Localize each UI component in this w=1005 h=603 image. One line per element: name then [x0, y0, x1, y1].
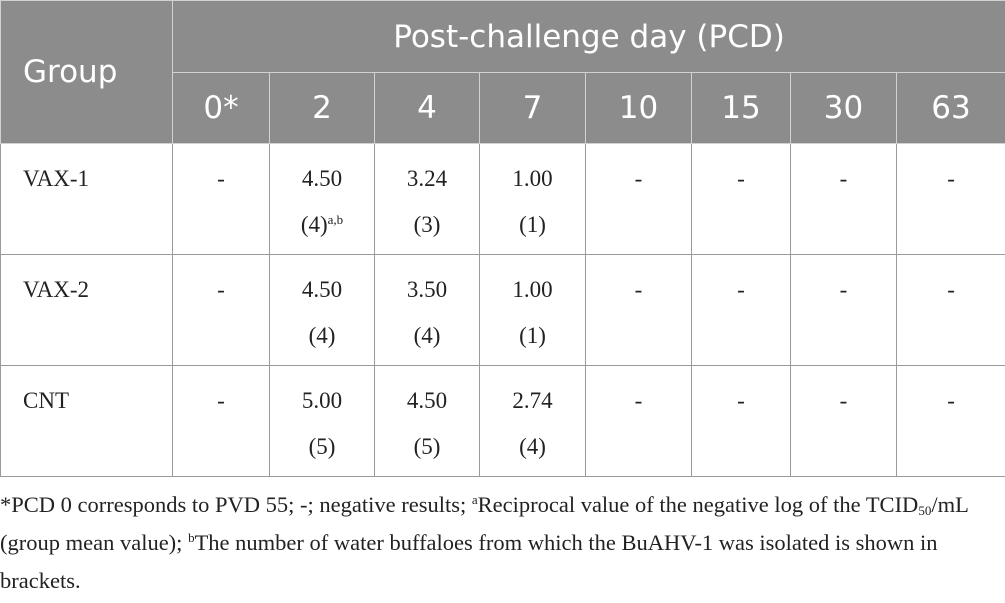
titer-value: 2.74 — [512, 388, 553, 413]
table-row: VAX-1 - 4.50 (4)a,b 3.24 (3) 1.00 (1) - - - - — [0, 143, 1005, 255]
value-cell: - — [691, 254, 791, 366]
titer-value: - — [737, 166, 745, 191]
titer-value: - — [839, 277, 848, 302]
value-cell: - — [895, 365, 1005, 477]
isolate-count: (1) — [480, 313, 585, 359]
titer-value: 4.50 — [406, 388, 448, 413]
value-cell: 2.74 (4) — [479, 365, 586, 477]
isolate-count-text: (1) — [519, 323, 546, 348]
titer-value: 1.00 — [512, 166, 553, 191]
table-body: VAX-1-4.50 (4)a,b 3.24 (3) 1.00 (1) - - - - VAX-2-… — [0, 143, 1005, 477]
value-cell: 4.50 (4)a,b — [269, 143, 375, 255]
footnote-marker-a: a — [471, 492, 478, 507]
value-cell: 3.24 (3) — [374, 143, 480, 255]
day-header: 15 — [691, 72, 791, 144]
post-challenge-day-header: Post-challenge day (PCD) — [171, 0, 1005, 73]
value-cell: - — [585, 254, 692, 366]
group-name-cell: VAX-2 — [0, 254, 173, 366]
titer-value: - — [634, 277, 643, 302]
isolate-count-text: (1) — [519, 212, 546, 237]
value-cell: 1.00 (1) — [479, 254, 586, 366]
footnote-marker: a,b — [327, 212, 344, 227]
value-cell: - — [691, 365, 791, 477]
footnote-marker-b: b — [188, 530, 195, 545]
table-row: CNT - 5.00 (5) 4.50 (5) 2.74 (4) - - - - — [0, 365, 1005, 477]
isolate-count-text: (4) — [308, 323, 336, 348]
footnote-subscript: 50 — [918, 503, 932, 518]
isolate-count-text: (5) — [413, 434, 441, 459]
value-cell: - — [790, 254, 897, 366]
isolate-count: (4) — [270, 313, 374, 359]
day-header: 30 — [790, 72, 897, 144]
titer-value: 4.50 — [301, 166, 343, 191]
titer-value: 4.50 — [301, 277, 343, 302]
day-header: 63 — [895, 72, 1005, 144]
value-cell: - — [691, 143, 791, 255]
titer-value: 5.00 — [301, 388, 343, 413]
day-header: 7 — [479, 72, 586, 144]
value-cell: - — [790, 365, 897, 477]
titer-value: 1.00 — [512, 277, 553, 302]
value-cell: 4.50 (5) — [374, 365, 480, 477]
value-cell: - — [895, 254, 1005, 366]
titer-value: 3.24 — [406, 166, 448, 191]
isolate-count: (1) — [480, 202, 585, 248]
isolate-count-text: (4) — [300, 212, 328, 237]
footnote-text: Reciprocal value of the negative log of … — [477, 492, 919, 517]
day-header: 2 — [269, 72, 375, 144]
titer-value: - — [634, 388, 643, 413]
titer-value: - — [839, 166, 848, 191]
isolate-count: (3) — [375, 202, 479, 248]
titer-value: - — [217, 388, 225, 413]
value-cell: - — [172, 254, 270, 366]
titer-value: - — [737, 388, 745, 413]
footnote-text: *PCD 0 corresponds to PVD 55; -; negativ… — [0, 492, 472, 517]
value-cell: - — [585, 143, 692, 255]
group-column-header: Group — [0, 0, 173, 144]
group-name-cell: CNT — [0, 365, 173, 477]
isolate-count: (4) — [375, 313, 479, 359]
value-cell: - — [172, 365, 270, 477]
titer-value: - — [217, 166, 225, 191]
titer-value: - — [839, 388, 848, 413]
isolate-count-text: (5) — [308, 434, 336, 459]
isolate-count: (5) — [375, 424, 479, 470]
isolate-count-text: (4) — [413, 323, 441, 348]
titer-value: - — [947, 388, 955, 413]
value-cell: 5.00 (5) — [269, 365, 375, 477]
table-footnote: *PCD 0 corresponds to PVD 55; -; negativ… — [0, 486, 1000, 600]
value-cell: 1.00 (1) — [479, 143, 586, 255]
isolate-count: (5) — [270, 424, 374, 470]
value-cell: - — [585, 365, 692, 477]
results-table: Group Post-challenge day (PCD) 0* 2 4 7 … — [0, 0, 1005, 477]
titer-value: - — [737, 277, 745, 302]
day-header: 10 — [585, 72, 692, 144]
isolate-count-text: (4) — [519, 434, 546, 459]
value-cell: 4.50 (4) — [269, 254, 375, 366]
footnote-text: /mL (group mean value); — [0, 492, 968, 555]
group-name-cell: VAX-1 — [0, 143, 173, 255]
titer-value: - — [634, 166, 643, 191]
isolate-count: (4) — [480, 424, 585, 470]
titer-value: - — [947, 277, 955, 302]
titer-value: 3.50 — [406, 277, 448, 302]
day-header: 4 — [374, 72, 480, 144]
titer-value: - — [947, 166, 955, 191]
value-cell: 3.50 (4) — [374, 254, 480, 366]
day-header: 0* — [172, 72, 270, 144]
value-cell: - — [790, 143, 897, 255]
value-cell: - — [172, 143, 270, 255]
titer-value: - — [217, 277, 225, 302]
table-row: VAX-2 - 4.50 (4) 3.50 (4) 1.00 (1) - - - - — [0, 254, 1005, 366]
isolate-count-text: (3) — [413, 212, 441, 237]
footnote-text: The number of water buffaloes from which… — [0, 530, 938, 593]
value-cell: - — [895, 143, 1005, 255]
table-header: Group Post-challenge day (PCD) 0* 2 4 7 … — [0, 0, 1005, 144]
isolate-count: (4)a,b — [270, 202, 374, 248]
